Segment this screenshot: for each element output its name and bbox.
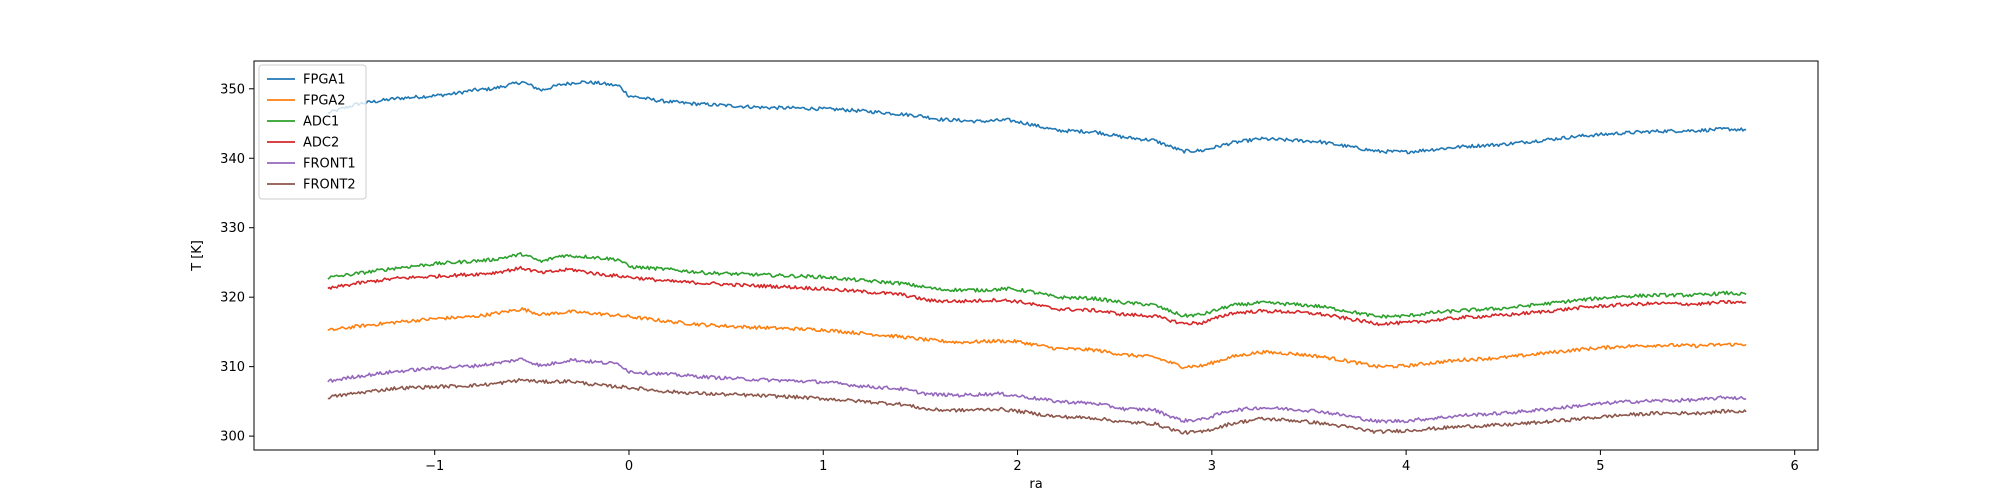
x-axis: −1 0 1 2 3 4 5 6 (425, 450, 1799, 474)
y-tick-label: 350 (220, 82, 245, 97)
x-tick-label: 2 (1013, 459, 1021, 474)
series-line-adc1 (327, 252, 1747, 319)
series-line-fpga2 (327, 307, 1747, 370)
y-tick-label: 340 (220, 152, 245, 167)
y-axis-label: T [K] (190, 240, 205, 272)
y-tick-label: 330 (220, 221, 245, 236)
series-line-adc2 (327, 265, 1747, 327)
legend-label-front2: FRONT2 (303, 178, 356, 193)
series-line-front2 (327, 378, 1747, 435)
legend-box (258, 64, 367, 200)
series-layer (327, 80, 1747, 435)
y-axis: 300 310 320 330 340 350 (220, 82, 254, 445)
y-tick-label: 310 (220, 360, 245, 375)
legend-label-adc1: ADC1 (303, 115, 339, 130)
legend-label-fpga1: FPGA1 (303, 73, 346, 88)
series-line-front1 (327, 357, 1747, 424)
legend-label-fpga2: FPGA2 (303, 94, 346, 109)
series-line-fpga1 (327, 80, 1747, 155)
x-tick-label: 1 (819, 459, 827, 474)
plot-frame (253, 60, 1819, 451)
legend: FPGA1 FPGA2 ADC1 ADC2 FRONT1 FRONT2 (258, 64, 367, 200)
x-axis-label: ra (1029, 477, 1042, 492)
x-tick-label: 6 (1791, 459, 1799, 474)
x-tick-label: 3 (1208, 459, 1216, 474)
x-tick-label: 4 (1402, 459, 1410, 474)
x-tick-label: 0 (625, 459, 633, 474)
y-tick-label: 320 (220, 291, 245, 306)
legend-label-front1: FRONT1 (303, 157, 356, 172)
y-tick-label: 300 (220, 430, 245, 445)
legend-label-adc2: ADC2 (303, 136, 339, 151)
x-tick-label: 5 (1596, 459, 1604, 474)
x-tick-label: −1 (425, 459, 444, 474)
